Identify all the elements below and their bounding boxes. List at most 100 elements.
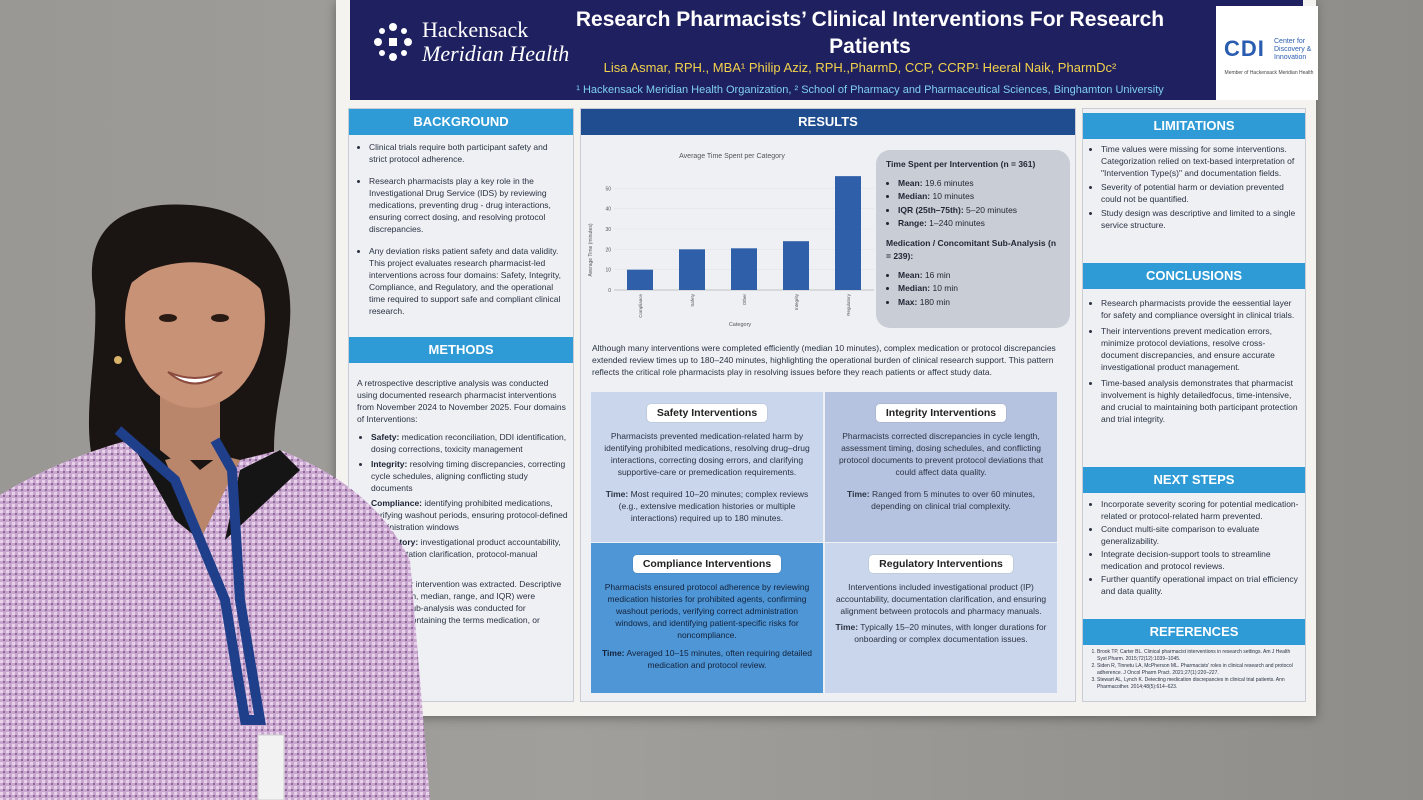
quad-time-label: Time:	[835, 622, 859, 632]
reference-item: Brook TP, Carter BL. Clinical pharmacist…	[1097, 649, 1299, 662]
chart-y-tick: 30	[605, 227, 611, 233]
conclusion-bullet: Research pharmacists provide the eessent…	[1101, 297, 1299, 321]
methods-item-label: Regulatory:	[371, 537, 419, 547]
integrity-interventions-panel: Integrity Interventions Pharmacists corr…	[825, 392, 1057, 542]
stat-item: Max: 180 min	[898, 296, 1060, 310]
conclusions-text: Research pharmacists provide the eessent…	[1087, 297, 1299, 429]
chart-x-tick: Safety	[690, 293, 695, 307]
stat-value: 16 min	[922, 269, 951, 280]
methods-item-label: Compliance:	[371, 498, 423, 508]
methods-item-label: Safety:	[371, 432, 400, 442]
methods-item: Integrity: resolving timing discrepancie…	[371, 458, 569, 494]
logo-line-2: Meridian Health	[422, 41, 570, 66]
quad-body: Pharmacists corrected discrepancies in c…	[838, 431, 1044, 477]
methods-text: A retrospective descriptive analysis was…	[357, 377, 569, 638]
quad-title: Regulatory Interventions	[869, 555, 1013, 573]
stat-label: Median:	[898, 283, 931, 293]
quad-title: Integrity Interventions	[875, 404, 1007, 422]
next-step-bullet: Further quantify operational impact on t…	[1101, 573, 1299, 597]
poster-title: Research Pharmacists’ Clinical Intervent…	[575, 8, 1165, 58]
background-heading: BACKGROUND	[349, 109, 573, 135]
reference-item: Stewart AL, Lynch K. Detecting medicatio…	[1097, 677, 1299, 690]
stat-value: 5–20 minutes	[963, 204, 1018, 215]
chart-x-tick: Other	[742, 294, 747, 306]
chart-y-tick: 20	[605, 247, 611, 253]
conclusion-bullet: Time-based analysis demonstrates that ph…	[1101, 377, 1299, 425]
chart-x-tick: Integrity	[794, 293, 799, 310]
references-text: Brook TP, Carter BL. Clinical pharmacist…	[1087, 649, 1299, 691]
poster-header: Hackensack Meridian Health Research Phar…	[350, 0, 1318, 100]
limitation-bullet: Severity of potential harm or deviation …	[1101, 181, 1299, 205]
results-heading: RESULTS	[581, 109, 1075, 135]
background-text: Clinical trials require both participant…	[355, 141, 567, 327]
background-bullet: Any deviation risks patient safety and d…	[369, 245, 567, 317]
quad-time-text: Typically 15–20 minutes, with longer dur…	[854, 622, 1047, 644]
stat-item: Mean: 19.6 minutes	[898, 177, 1060, 191]
methods-heading: METHODS	[349, 337, 573, 363]
research-poster: Hackensack Meridian Health Research Phar…	[336, 0, 1318, 716]
chart-y-tick: 10	[605, 268, 611, 274]
quad-title: Compliance Interventions	[632, 555, 782, 573]
stat-label: Median:	[898, 191, 931, 201]
regulatory-interventions-panel: Regulatory Interventions Interventions i…	[825, 543, 1057, 693]
methods-intro: A retrospective descriptive analysis was…	[357, 378, 566, 424]
references-heading: REFERENCES	[1083, 619, 1305, 645]
quad-time-label: Time:	[605, 489, 629, 499]
quad-title: Safety Interventions	[646, 404, 768, 422]
quad-time: Time: Most required 10–20 minutes; compl…	[601, 488, 813, 524]
stat-item: Range: 1–240 minutes	[898, 217, 1060, 231]
chart-x-tick: Regulatory	[846, 293, 851, 316]
next-step-bullet: Integrate decision-support tools to stre…	[1101, 548, 1299, 572]
quad-time: Time: Ranged from 5 minutes to over 60 m…	[835, 488, 1047, 512]
quad-body: Pharmacists prevented medication-related…	[604, 431, 810, 477]
methods-item-text: medication reconciliation, DDI identific…	[371, 432, 567, 454]
cdi-logo: CDI	[1224, 36, 1265, 61]
poster-affiliations: ¹ Hackensack Meridian Health Organizatio…	[576, 84, 1164, 96]
methods-item: Compliance: identifying prohibited medic…	[371, 497, 569, 533]
stat-label: Max:	[898, 296, 918, 307]
compliance-interventions-panel: Compliance Interventions Pharmacists ens…	[591, 543, 823, 693]
quad-time: Time: Averaged 10–15 minutes, often requ…	[601, 647, 813, 671]
quad-time-text: Most required 10–20 minutes; complex rev…	[618, 489, 809, 523]
stats-heading-1: Time Spent per Intervention (n = 361)	[886, 159, 1036, 169]
chart-y-tick: 0	[608, 288, 611, 294]
chart-y-label: Average Time (minutes)	[588, 223, 594, 276]
logo-line-1: Hackensack	[422, 17, 529, 42]
quad-body: Pharmacists ensured protocol adherence b…	[604, 582, 810, 640]
chart-y-tick: 40	[605, 207, 611, 213]
logo-wordmark: Hackensack Meridian Health	[422, 18, 569, 66]
methods-item: Safety: medication reconciliation, DDI i…	[371, 431, 569, 455]
stat-value: 180 min	[917, 296, 950, 307]
stat-value: 10 min	[930, 283, 958, 293]
reference-item: Siden R, Tinnetu LA, McPherson ML. Pharm…	[1097, 663, 1299, 676]
quad-time-label: Time:	[602, 648, 625, 658]
chart-bar	[783, 241, 809, 290]
limitations-heading: LIMITATIONS	[1083, 113, 1305, 139]
quad-body: Interventions included investigational p…	[835, 582, 1047, 616]
methods-outro: Time spent per intervention was extracte…	[357, 579, 562, 637]
methods-item-label: Integrity:	[371, 459, 408, 469]
methods-item: Regulatory: investigational product acco…	[371, 536, 569, 572]
chart-bar	[679, 249, 705, 290]
hmh-logo-icon	[372, 21, 414, 63]
cdi-member-text: Member of Hackensack Meridian Health	[1224, 70, 1314, 76]
stat-item: Mean: 16 min	[898, 269, 1060, 283]
background-bullet: Research pharmacists play a key role in …	[369, 175, 567, 235]
stat-label: IQR (25th–75th):	[898, 204, 964, 215]
stats-heading-2: Medication / Concomitant Sub-Analysis (n…	[886, 237, 1057, 262]
chart-x-label: Category	[729, 322, 752, 328]
limitation-bullet: Time values were missing for some interv…	[1101, 143, 1299, 179]
chart-bar	[731, 248, 757, 290]
chart-x-tick: Compliance	[638, 294, 643, 318]
next-steps-text: Incorporate severity scoring for potenti…	[1087, 498, 1299, 598]
limitations-text: Time values were missing for some interv…	[1087, 143, 1299, 233]
stat-item: Median: 10 minutes	[898, 190, 1060, 204]
stat-label: Mean:	[898, 269, 923, 280]
stat-label: Mean:	[898, 177, 923, 188]
stat-item: Median: 10 min	[898, 282, 1060, 296]
chart-bar	[835, 176, 861, 290]
average-time-bar-chart: Average Time Spent per Category Average …	[588, 153, 874, 328]
hackensack-logo: Hackensack Meridian Health	[372, 18, 569, 66]
quad-time-text: Ranged from 5 minutes to over 60 minutes…	[871, 489, 1035, 511]
chart-bar	[627, 269, 653, 290]
